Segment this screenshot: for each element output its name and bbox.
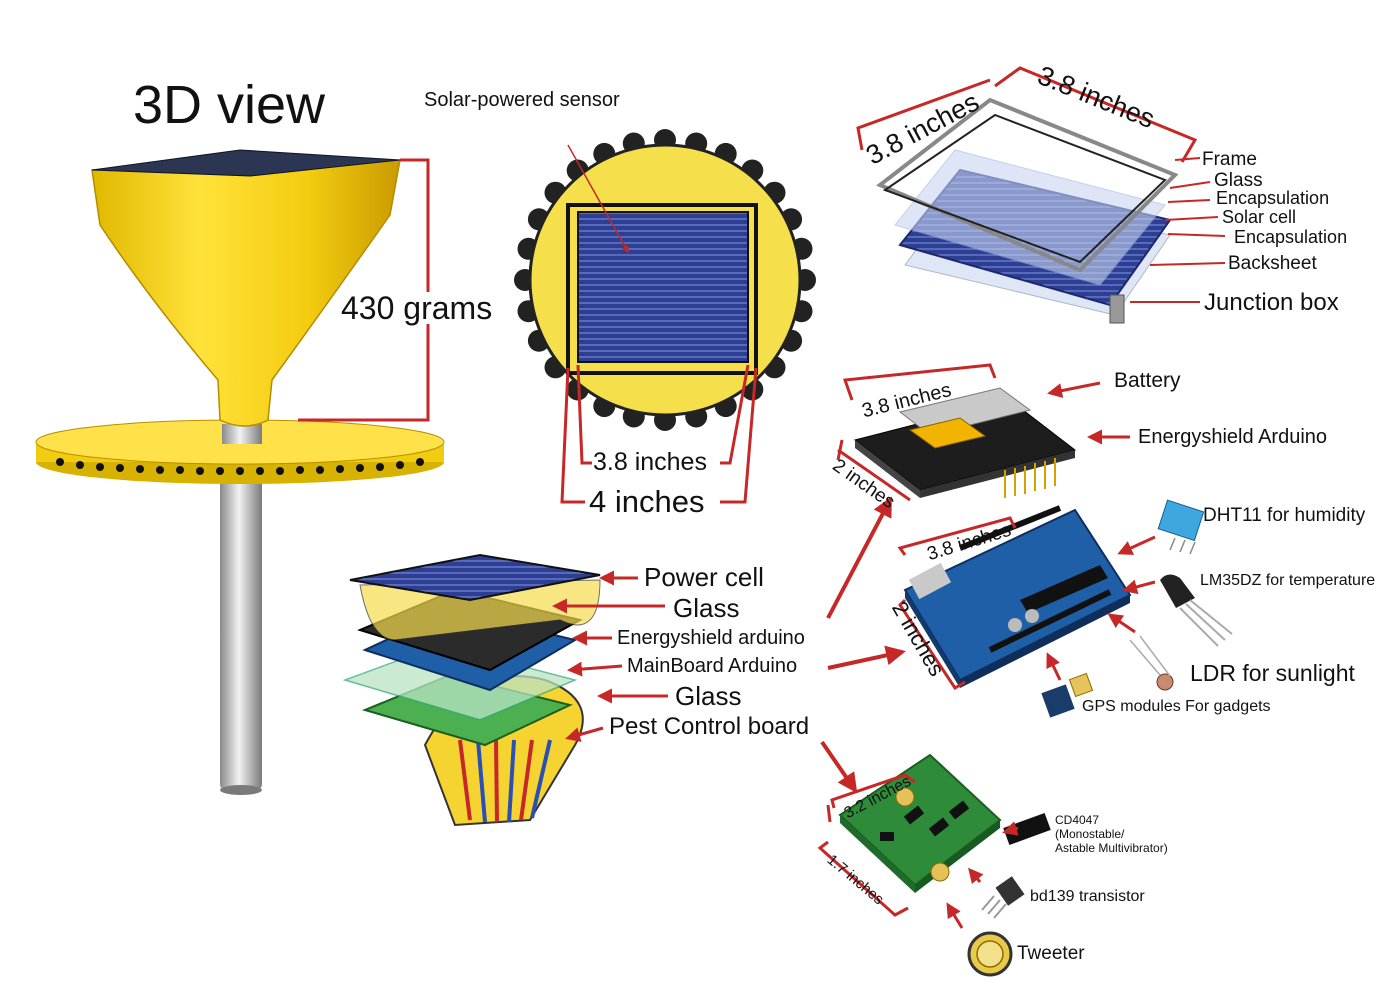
device-3d-view [35, 149, 445, 795]
sensor-gps: GPS modules For gadgets [1082, 698, 1271, 715]
solar-sensor-label: Solar-powered sensor [424, 89, 620, 111]
panel-layer-encapsulation-2: Encapsulation [1234, 227, 1348, 247]
panel-layer-backsheet: Backsheet [1228, 253, 1317, 274]
device-neck [222, 424, 262, 444]
weight-label: 430 grams [341, 290, 493, 326]
device-funnel [91, 159, 401, 427]
panel-layer-glass: Glass [1214, 170, 1263, 191]
panel-layer-encapsulation-1: Encapsulation [1216, 188, 1330, 208]
mainboard-view [897, 499, 1233, 718]
weight-bracket [298, 158, 430, 422]
sensor-ldr: LDR for sunlight [1190, 660, 1355, 686]
disc-inner-dimension: 3.8 inches [593, 448, 707, 476]
panel-layer-frame: Frame [1202, 149, 1257, 170]
pest-board-view [817, 753, 1051, 977]
title-3d-view: 3D view [133, 75, 326, 135]
sensor-lm35dz: LM35DZ for temperature [1200, 572, 1376, 589]
sensor-dht11: DHT11 for humidity [1203, 505, 1366, 526]
ic-cd4047-label: CD4047 (Monostable/ Astable Multivibrato… [1055, 813, 1168, 855]
solar-panel-exploded [856, 66, 1226, 324]
device-disc [35, 419, 445, 484]
stack-layer-mainboard: MainBoard Arduino [627, 655, 798, 677]
solar-cell-top [577, 211, 749, 363]
device-pole [220, 470, 262, 790]
energyshield-view [836, 363, 1130, 502]
solar-disc [514, 129, 816, 504]
stack-layer-power-cell: Power cell [644, 562, 764, 592]
energyshield-label: Energyshield Arduino [1138, 426, 1328, 448]
panel-layer-solar-cell: Solar cell [1222, 207, 1297, 227]
panel-layer-junction-box: Junction box [1204, 289, 1339, 316]
battery-label: Battery [1114, 369, 1181, 392]
stack-layer-glass-1: Glass [673, 593, 740, 623]
stack-layer-pest-control: Pest Control board [609, 713, 810, 740]
panel-frame [876, 97, 1179, 273]
tweeter-label: Tweeter [1017, 943, 1085, 964]
disc-outer-dimension: 4 inches [589, 484, 705, 519]
transistor-label: bd139 transistor [1030, 888, 1145, 905]
stack-layer-glass-2: Glass [675, 681, 742, 711]
stack-layer-energyshield: Energyshield arduino [617, 627, 805, 649]
sensor-pointer [567, 144, 629, 254]
exploded-stack [342, 496, 906, 827]
